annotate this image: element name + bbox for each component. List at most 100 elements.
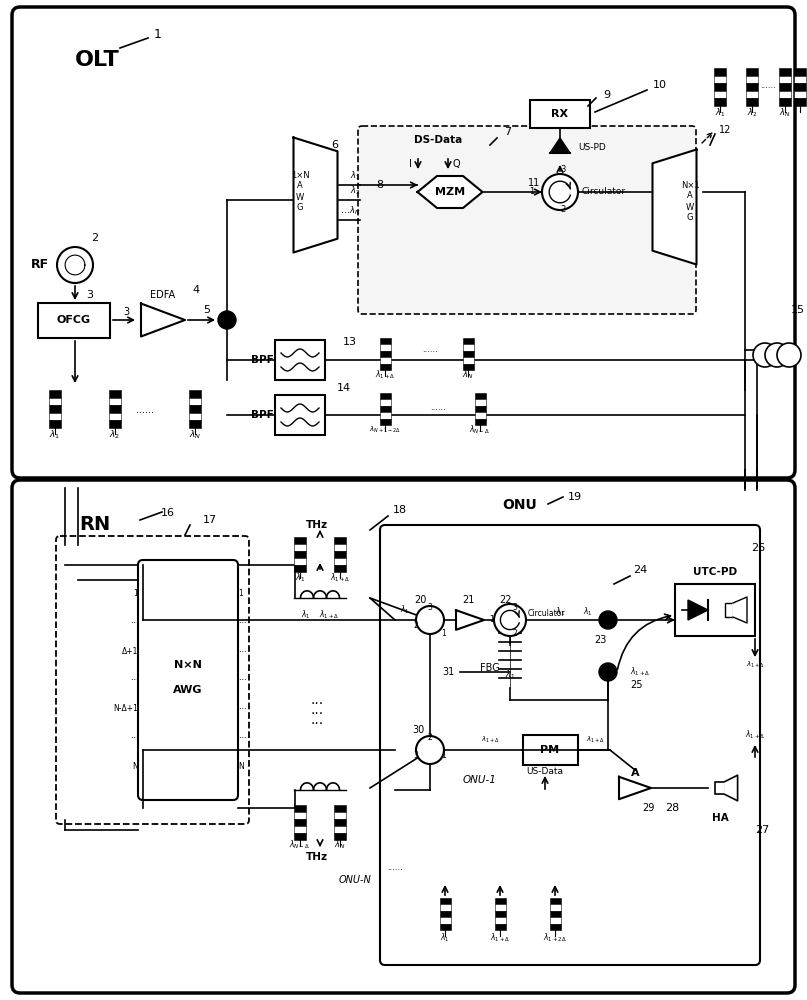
Text: RX: RX bbox=[551, 109, 569, 119]
Circle shape bbox=[494, 604, 526, 636]
Bar bbox=[294, 833, 306, 840]
Text: HA: HA bbox=[712, 813, 729, 823]
Bar bbox=[779, 76, 791, 83]
Text: ⋯: ⋯ bbox=[238, 733, 245, 742]
Bar bbox=[379, 344, 391, 351]
Bar bbox=[334, 544, 346, 551]
Text: RF: RF bbox=[31, 258, 49, 271]
Text: ⋯: ⋯ bbox=[238, 676, 245, 684]
Text: $\lambda_{N-\Delta}$: $\lambda_{N-\Delta}$ bbox=[470, 424, 491, 436]
Text: N×N: N×N bbox=[174, 660, 202, 670]
Bar bbox=[550, 911, 561, 917]
Text: 12: 12 bbox=[719, 125, 731, 135]
Bar bbox=[475, 393, 486, 399]
Text: 2: 2 bbox=[512, 629, 517, 638]
Text: Q: Q bbox=[452, 159, 460, 169]
Bar bbox=[440, 924, 450, 930]
Text: THz: THz bbox=[306, 852, 328, 862]
Polygon shape bbox=[725, 775, 738, 801]
FancyBboxPatch shape bbox=[12, 480, 795, 993]
Bar bbox=[275, 340, 325, 380]
Bar bbox=[462, 351, 474, 357]
Text: ⋯: ⋯ bbox=[238, 647, 245, 656]
Text: $\lambda_1$: $\lambda_1$ bbox=[554, 606, 565, 618]
Bar bbox=[379, 338, 391, 344]
Bar bbox=[475, 419, 486, 425]
Text: ⋯: ⋯ bbox=[131, 733, 138, 742]
Bar bbox=[334, 812, 346, 819]
Circle shape bbox=[765, 343, 789, 367]
Text: RN: RN bbox=[79, 516, 111, 534]
Bar bbox=[294, 819, 306, 826]
Circle shape bbox=[777, 343, 801, 367]
Text: 30: 30 bbox=[412, 725, 424, 735]
Bar bbox=[462, 338, 474, 344]
Bar bbox=[38, 303, 110, 338]
Text: ...: ... bbox=[341, 205, 349, 215]
Bar bbox=[462, 357, 474, 364]
Text: N: N bbox=[132, 762, 138, 771]
Bar bbox=[475, 399, 486, 406]
Bar bbox=[794, 68, 806, 76]
Text: OLT: OLT bbox=[75, 50, 119, 70]
Bar bbox=[550, 904, 561, 911]
Text: Δ+1: Δ+1 bbox=[122, 647, 138, 656]
Bar bbox=[714, 83, 726, 91]
Text: FBG: FBG bbox=[480, 663, 500, 673]
Text: N-Δ+1: N-Δ+1 bbox=[113, 704, 138, 713]
Text: ......: ...... bbox=[136, 405, 154, 415]
Text: 13: 13 bbox=[343, 337, 357, 347]
Polygon shape bbox=[653, 149, 696, 264]
Text: 17: 17 bbox=[203, 515, 217, 525]
Text: Circulator: Circulator bbox=[582, 188, 626, 196]
Text: $\lambda_2$: $\lambda_2$ bbox=[349, 185, 360, 197]
Bar bbox=[794, 76, 806, 83]
Bar bbox=[189, 405, 201, 413]
Text: A: A bbox=[687, 192, 693, 200]
Polygon shape bbox=[456, 610, 484, 630]
Text: US-Data: US-Data bbox=[526, 768, 563, 776]
Text: ...: ... bbox=[311, 713, 324, 727]
Bar bbox=[495, 898, 505, 904]
Text: 8: 8 bbox=[376, 180, 383, 190]
Bar bbox=[294, 551, 306, 558]
Bar bbox=[495, 911, 505, 917]
Text: 1: 1 bbox=[154, 27, 162, 40]
Bar bbox=[440, 917, 450, 924]
Bar bbox=[725, 603, 733, 617]
Bar bbox=[379, 412, 391, 419]
Text: 2: 2 bbox=[560, 206, 566, 215]
Text: ONU-1: ONU-1 bbox=[463, 775, 497, 785]
Bar bbox=[109, 398, 121, 405]
Bar bbox=[746, 68, 758, 76]
Text: ...: ... bbox=[311, 693, 324, 707]
Text: 5: 5 bbox=[203, 305, 211, 315]
Text: OFCG: OFCG bbox=[57, 315, 91, 325]
Text: N×1: N×1 bbox=[680, 180, 700, 190]
Text: 24: 24 bbox=[633, 565, 647, 575]
Text: ......: ...... bbox=[422, 346, 438, 355]
Bar bbox=[495, 917, 505, 924]
Text: G: G bbox=[297, 204, 303, 213]
Text: ⋯: ⋯ bbox=[131, 618, 138, 627]
Bar bbox=[334, 805, 346, 812]
Bar bbox=[675, 584, 755, 636]
Bar bbox=[49, 390, 61, 398]
Bar bbox=[714, 98, 726, 106]
Bar bbox=[294, 558, 306, 565]
Bar bbox=[440, 911, 450, 917]
Text: DS-Data: DS-Data bbox=[414, 135, 462, 145]
Text: G: G bbox=[687, 214, 693, 223]
Bar bbox=[522, 735, 578, 765]
Text: BPF: BPF bbox=[251, 410, 274, 420]
Bar bbox=[715, 782, 725, 794]
Text: $\lambda_N$: $\lambda_N$ bbox=[189, 429, 201, 441]
Text: $\lambda_N$: $\lambda_N$ bbox=[349, 205, 361, 217]
Text: $\lambda_2$: $\lambda_2$ bbox=[746, 107, 757, 119]
Bar bbox=[462, 364, 474, 370]
Bar bbox=[746, 91, 758, 98]
Bar bbox=[189, 420, 201, 428]
Bar bbox=[475, 412, 486, 419]
Text: $\lambda_1$: $\lambda_1$ bbox=[400, 604, 410, 616]
Text: ONU-N: ONU-N bbox=[339, 875, 371, 885]
